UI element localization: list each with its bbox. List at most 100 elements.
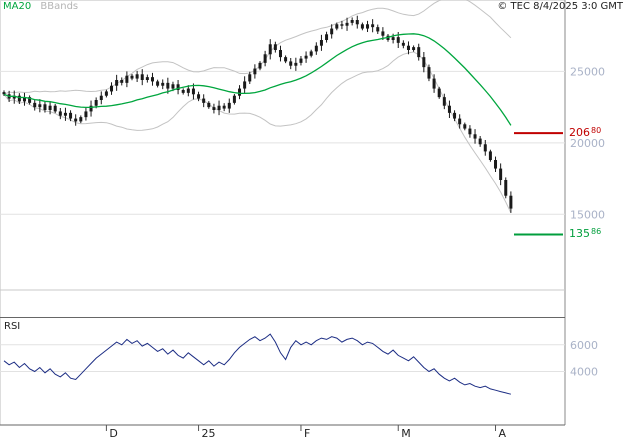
candle-body	[120, 80, 124, 83]
candle-body	[427, 67, 431, 79]
candle-body	[335, 24, 339, 29]
candle-body	[396, 37, 400, 43]
candle-body	[453, 112, 457, 119]
candle-body	[401, 42, 405, 46]
candle-body	[412, 47, 416, 50]
support-price-label: 13586	[569, 227, 602, 240]
candle-body	[442, 97, 446, 106]
candle-body	[263, 54, 267, 63]
x-axis-month-label: A	[499, 427, 507, 440]
candle-body	[58, 111, 62, 116]
candle-body	[38, 104, 42, 108]
ma20-line	[3, 33, 512, 126]
candle-body	[17, 95, 21, 102]
candle-body	[161, 82, 165, 86]
candle-body	[391, 37, 395, 40]
candle-body	[186, 88, 190, 93]
candle-body	[273, 44, 277, 50]
candle-body	[89, 105, 93, 112]
candle-body	[212, 107, 216, 110]
resistance-price-label: 20680	[569, 126, 602, 139]
candle-body	[371, 24, 375, 28]
x-axis-month-label: 25	[202, 427, 216, 440]
legend-ma20-label: MA20	[3, 1, 32, 12]
rsi-axis-label: 6000	[570, 339, 598, 352]
candle-body	[207, 102, 211, 108]
price-axis-label: 25000	[570, 65, 605, 78]
candle-body	[417, 47, 421, 58]
candle-body	[509, 195, 513, 209]
candle-body	[53, 105, 57, 112]
candle-body	[299, 58, 303, 63]
candle-body	[115, 80, 119, 86]
candle-body	[191, 88, 195, 95]
candle-body	[84, 111, 88, 118]
candle-body	[232, 95, 236, 103]
candle-body	[222, 105, 226, 109]
rsi-panel-label: RSI	[4, 321, 21, 332]
copyright-text: © TEC 8/4/2025 3:0 GMT	[497, 1, 623, 12]
candle-body	[69, 112, 73, 119]
candle-body	[197, 94, 201, 99]
candle-body	[406, 45, 410, 50]
candle-body	[499, 168, 503, 180]
x-axis-month-label: F	[304, 427, 310, 440]
candle-body	[156, 81, 160, 86]
legend-bbands-label: BBands	[40, 1, 79, 12]
price-axis-label: 20000	[570, 137, 605, 150]
candle-body	[243, 81, 247, 89]
candle-body	[447, 105, 451, 113]
candle-body	[227, 102, 231, 109]
candle-body	[463, 124, 467, 129]
candle-body	[94, 100, 98, 106]
candle-body	[422, 57, 426, 68]
candle-body	[314, 45, 318, 52]
rsi-axis-label: 4000	[570, 366, 598, 379]
candle-body	[330, 28, 334, 35]
candle-body	[145, 77, 149, 80]
candle-body	[150, 77, 154, 82]
candle-body	[125, 75, 129, 83]
candle-body	[99, 95, 103, 100]
candle-body	[340, 24, 344, 26]
candle-body	[355, 20, 359, 25]
candle-body	[325, 34, 329, 40]
candle-body	[181, 90, 185, 93]
candle-body	[478, 138, 482, 145]
candle-body	[171, 84, 175, 89]
candle-body	[319, 40, 323, 46]
price-axis-label: 15000	[570, 208, 605, 221]
x-axis-month-label: M	[401, 427, 411, 440]
candle-body	[135, 74, 139, 79]
candle-body	[176, 84, 180, 90]
candle-body	[12, 95, 16, 99]
candle-body	[248, 74, 252, 82]
candle-body	[22, 97, 26, 102]
candle-body	[304, 55, 308, 59]
candle-body	[350, 20, 354, 23]
candle-body	[504, 180, 508, 196]
candle-body	[130, 75, 134, 79]
candle-body	[366, 24, 370, 29]
candle-body	[483, 144, 487, 152]
candle-body	[468, 128, 472, 135]
candle-body	[284, 57, 288, 62]
candle-body	[360, 24, 364, 29]
candle-body	[43, 104, 47, 110]
candle-body	[238, 88, 242, 96]
candle-body	[437, 88, 441, 98]
legend: MA20 BBands	[3, 1, 78, 13]
candle-body	[278, 50, 282, 58]
rsi-line	[3, 333, 512, 395]
candle-body	[74, 118, 78, 122]
candle-body	[28, 97, 32, 103]
x-axis-month-label: D	[109, 427, 117, 440]
candle-body	[432, 78, 436, 89]
candle-body	[110, 85, 114, 92]
candle-body	[79, 117, 83, 122]
candle-body	[268, 44, 272, 55]
candle-body	[309, 51, 313, 56]
bollinger-lower-line	[3, 51, 512, 214]
